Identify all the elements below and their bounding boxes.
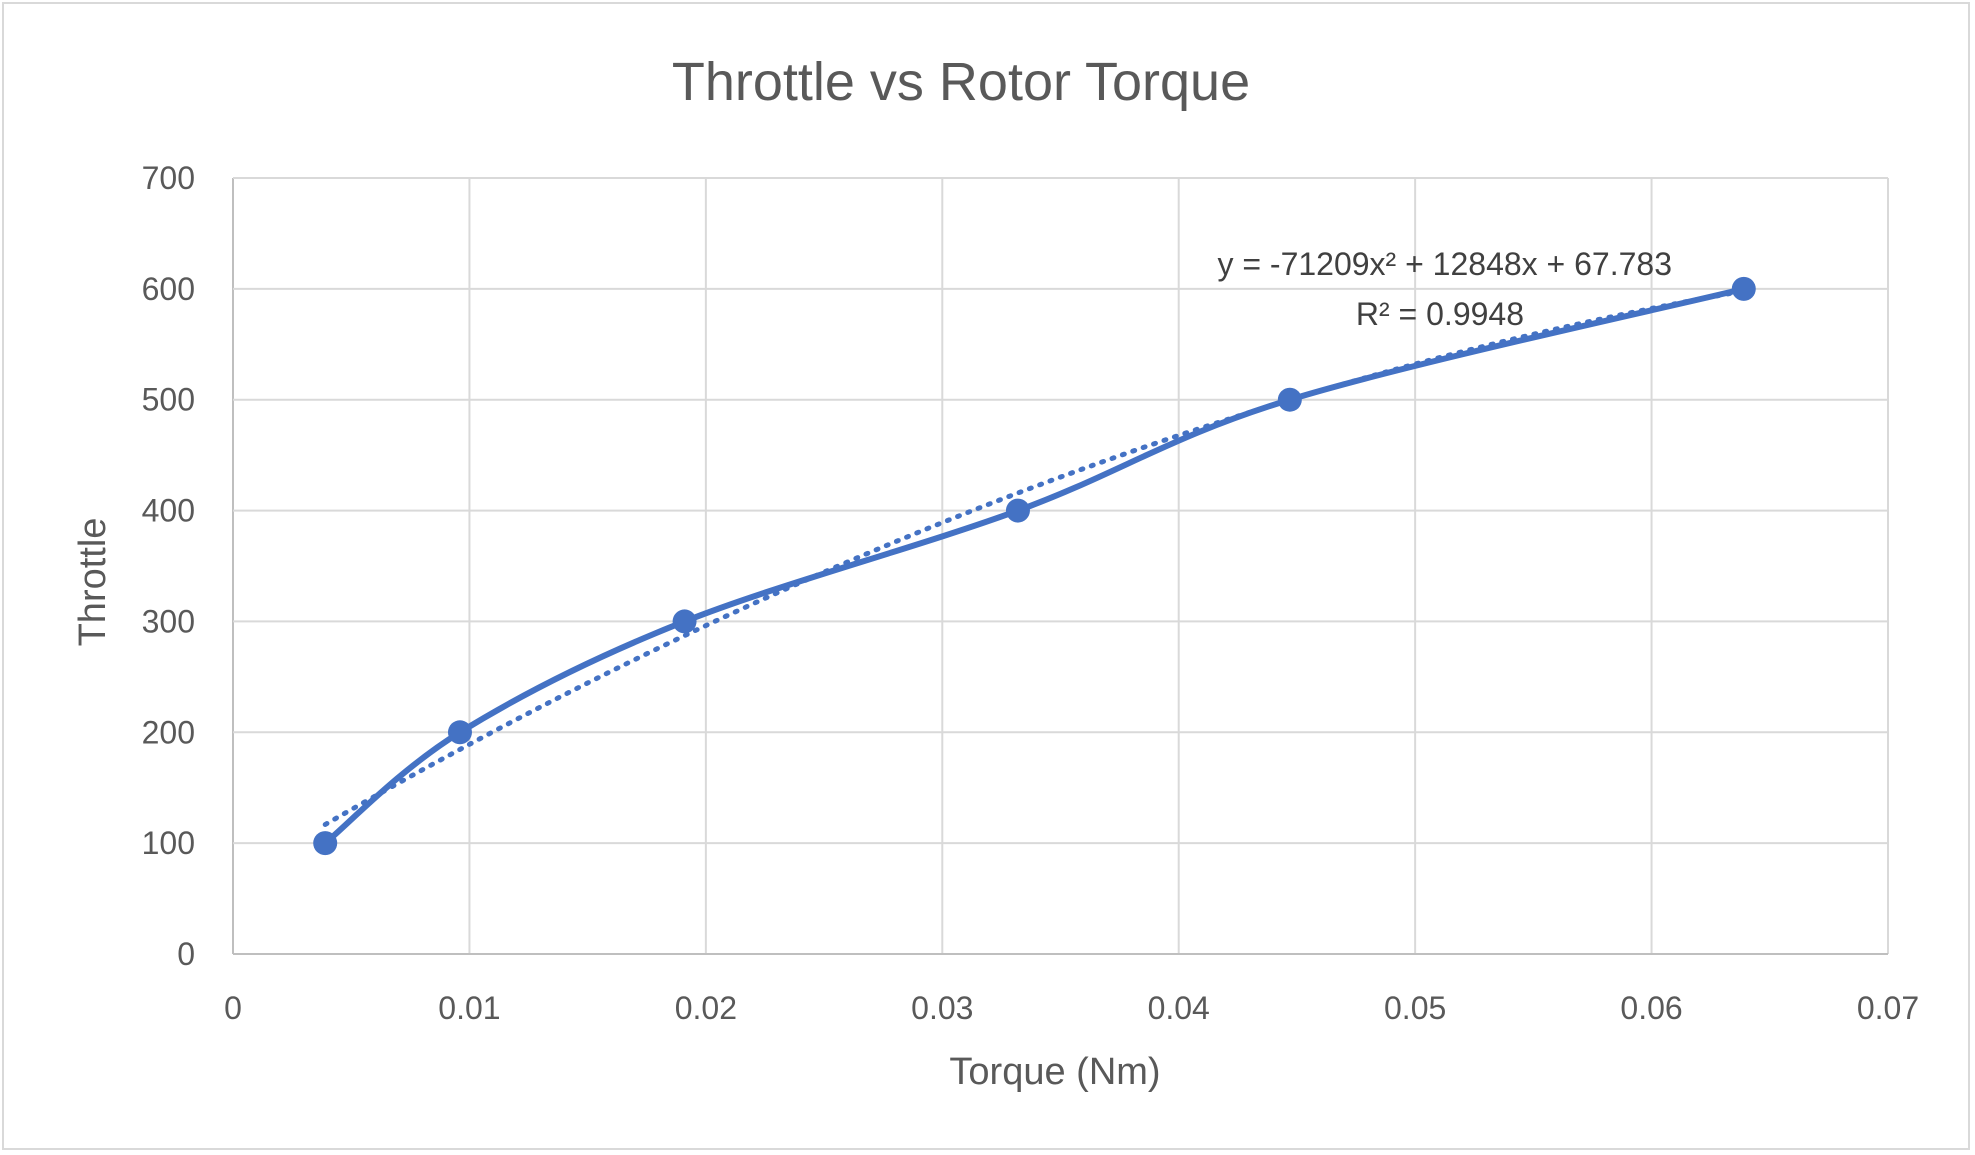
chart-svg: 0 0.01 0.02 0.03 0.04 0.05 0.06 0.07 0 100 200 300 4… bbox=[72, 52, 1920, 1093]
y-tick-label: 200 bbox=[142, 714, 195, 750]
y-tick-label: 400 bbox=[142, 493, 195, 529]
x-tick-label: 0 bbox=[224, 990, 242, 1026]
y-tick-label: 600 bbox=[142, 271, 195, 307]
data-point bbox=[313, 831, 338, 856]
trendline-equation: y = -71209x² + 12848x + 67.783 bbox=[1217, 246, 1672, 282]
x-tick-label: 0.03 bbox=[911, 990, 973, 1026]
data-point bbox=[447, 720, 472, 745]
trend-layer bbox=[322, 288, 1747, 828]
x-tick-label: 0.01 bbox=[438, 990, 500, 1026]
grid-layer bbox=[232, 177, 1889, 955]
chart-title: Throttle vs Rotor Torque bbox=[672, 52, 1250, 112]
tick-layer: 0 0.01 0.02 0.03 0.04 0.05 0.06 0.07 0 100 200 300 4… bbox=[142, 160, 1920, 1026]
data-point bbox=[1731, 276, 1756, 301]
y-tick-label: 100 bbox=[142, 825, 195, 861]
x-tick-label: 0.05 bbox=[1384, 990, 1446, 1026]
x-tick-label: 0.06 bbox=[1620, 990, 1682, 1026]
x-tick-label: 0.02 bbox=[675, 990, 737, 1026]
y-tick-label: 300 bbox=[142, 603, 195, 639]
y-tick-label: 700 bbox=[142, 160, 195, 196]
data-point bbox=[672, 609, 697, 634]
series-line bbox=[323, 285, 1745, 846]
y-axis-title: Throttle bbox=[72, 518, 114, 647]
series-layer bbox=[313, 276, 1756, 856]
data-point bbox=[1277, 387, 1302, 412]
data-point bbox=[1005, 498, 1030, 523]
x-axis-title: Torque (Nm) bbox=[949, 1051, 1160, 1093]
trendline-path bbox=[322, 288, 1747, 828]
x-tick-label: 0.04 bbox=[1148, 990, 1210, 1026]
trendline-r-squared: R² = 0.9948 bbox=[1356, 296, 1524, 332]
y-tick-label: 0 bbox=[177, 936, 195, 972]
x-tick-label: 0.07 bbox=[1857, 990, 1919, 1026]
y-tick-label: 500 bbox=[142, 382, 195, 418]
